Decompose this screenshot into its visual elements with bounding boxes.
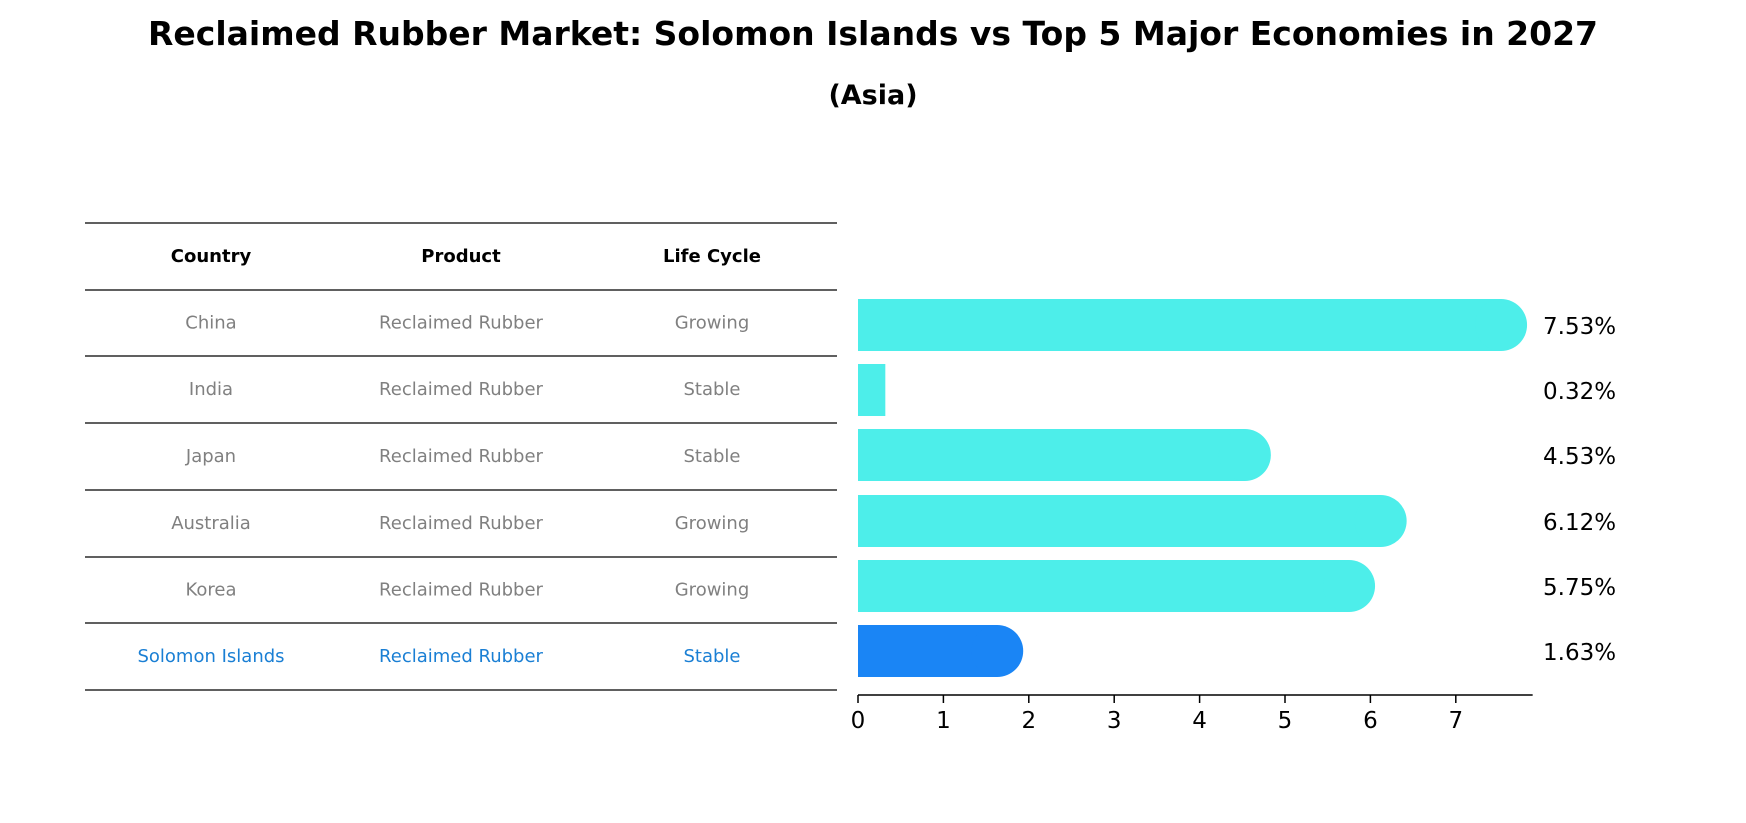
table-cell: Reclaimed Rubber: [379, 580, 543, 601]
value-label: 4.53%: [1543, 444, 1616, 470]
bar-cap: [971, 625, 1024, 677]
table-cell: Growing: [675, 580, 750, 601]
table-cell: Reclaimed Rubber: [379, 513, 543, 534]
table-cell: Reclaimed Rubber: [379, 446, 543, 467]
value-label: 6.12%: [1543, 510, 1616, 536]
x-tick-label: 1: [936, 708, 951, 734]
x-tick-label: 0: [851, 708, 866, 734]
bar: [858, 429, 1271, 481]
table-header-cell: Life Cycle: [663, 246, 761, 267]
table-cell: China: [185, 313, 236, 334]
x-tick-label: 4: [1192, 708, 1207, 734]
data-table: Country Product Life Cycle China Reclaimed R…: [85, 222, 837, 691]
x-tick-label: 3: [1107, 708, 1122, 734]
table-header-cell: Product: [421, 246, 501, 267]
bar: [858, 560, 1376, 612]
bar-body: [858, 299, 1502, 351]
x-axis: 0 1 2 3 4 5 6 7: [851, 694, 1533, 734]
table-cell: Korea: [185, 580, 236, 601]
bar-body: [858, 429, 1245, 481]
value-label: 0.32%: [1543, 379, 1616, 405]
table-cell: Stable: [683, 379, 740, 400]
bar-body: [858, 495, 1381, 547]
table-header-cell: Country: [171, 246, 252, 267]
table-cell: Growing: [675, 513, 750, 534]
bar: [858, 364, 886, 416]
table-cell: Reclaimed Rubber: [379, 313, 543, 334]
bar-body: [858, 364, 886, 416]
bar-cap: [1475, 299, 1528, 351]
table-cell: Stable: [683, 446, 740, 467]
table-cell: Australia: [171, 513, 251, 534]
table-cell: Reclaimed Rubber: [379, 379, 543, 400]
value-labels: 7.53% 0.32% 4.53% 6.12% 5.75% 1.63%: [1543, 314, 1616, 666]
value-label: 5.75%: [1543, 575, 1616, 601]
table-cell: Japan: [185, 446, 236, 467]
bar-cap: [1354, 495, 1407, 547]
x-tick-label: 5: [1278, 708, 1293, 734]
bar: [858, 299, 1528, 351]
bar-highlight: [858, 625, 1024, 677]
table-cell-highlight: Stable: [683, 646, 740, 667]
value-label: 7.53%: [1543, 314, 1616, 340]
bar-cap: [1323, 560, 1376, 612]
table-cell: India: [189, 379, 233, 400]
x-tick-label: 6: [1363, 708, 1378, 734]
chart-subtitle: (Asia): [828, 80, 918, 111]
x-tick-label: 2: [1021, 708, 1036, 734]
table-cell-highlight: Reclaimed Rubber: [379, 646, 543, 667]
table-cell-highlight: Solomon Islands: [137, 646, 284, 667]
chart-title: Reclaimed Rubber Market: Solomon Islands…: [147, 14, 1599, 53]
bar-cap: [1218, 429, 1271, 481]
bar-body: [858, 560, 1350, 612]
x-tick-label: 7: [1448, 708, 1463, 734]
bar-chart: [858, 299, 1528, 677]
table-cell: Growing: [675, 313, 750, 334]
bar: [858, 495, 1407, 547]
value-label: 1.63%: [1543, 640, 1616, 666]
